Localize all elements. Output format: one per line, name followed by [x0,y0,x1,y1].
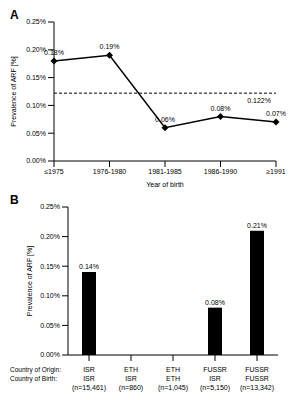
svg-text:0.20%: 0.20% [26,46,46,53]
svg-text:0.14%: 0.14% [79,263,99,270]
svg-text:Country of Origin:Country of B: Country of Origin:Country of Birth: [10,366,61,383]
svg-text:0.122%: 0.122% [247,97,271,104]
svg-text:0.06%: 0.06% [155,116,175,123]
svg-text:≥1991: ≥1991 [266,168,286,175]
svg-text:Prevalence of ARF [%]: Prevalence of ARF [%] [26,246,34,316]
svg-text:0.19%: 0.19% [100,43,120,50]
svg-text:0.10%: 0.10% [26,102,46,109]
svg-text:0.08%: 0.08% [211,105,231,112]
svg-text:≤1975: ≤1975 [44,168,64,175]
svg-text:1981-1985: 1981-1985 [148,168,182,175]
svg-text:FUSSRFUSSR(n=13,342): FUSSRFUSSR(n=13,342) [240,366,274,392]
svg-text:FUSSRISR(n=5,150): FUSSRISR(n=5,150) [200,366,230,392]
svg-text:ISRISR(n=15,461): ISRISR(n=15,461) [72,366,106,392]
svg-text:0.00%: 0.00% [40,351,60,358]
svg-text:0.05%: 0.05% [40,322,60,329]
svg-text:0.00%: 0.00% [26,157,46,164]
svg-text:ETHETH(n=1,045): ETHETH(n=1,045) [158,366,188,392]
svg-text:0.20%: 0.20% [40,233,60,240]
html-text:A: A [10,8,19,22]
svg-text:0.15%: 0.15% [26,74,46,81]
svg-text:0.05%: 0.05% [26,130,46,137]
svg-text:Year of birth: Year of birth [146,181,184,188]
svg-text:0.07%: 0.07% [266,110,286,117]
svg-text:1986-1990: 1986-1990 [204,168,238,175]
svg-text:0.08%: 0.08% [205,299,225,306]
html-text:B: B [10,193,19,207]
svg-text:1976-1980: 1976-1980 [93,168,127,175]
svg-text:0.21%: 0.21% [247,222,267,229]
svg-text:0.25%: 0.25% [26,18,46,25]
svg-text:0.25%: 0.25% [40,203,60,210]
svg-text:0.18%: 0.18% [44,49,64,56]
svg-text:0.10%: 0.10% [40,292,60,299]
svg-text:0.15%: 0.15% [40,263,60,270]
svg-text:ETHISR(n=860): ETHISR(n=860) [119,366,143,392]
svg-text:Prevalence of ARF [%]: Prevalence of ARF [%] [10,56,18,126]
